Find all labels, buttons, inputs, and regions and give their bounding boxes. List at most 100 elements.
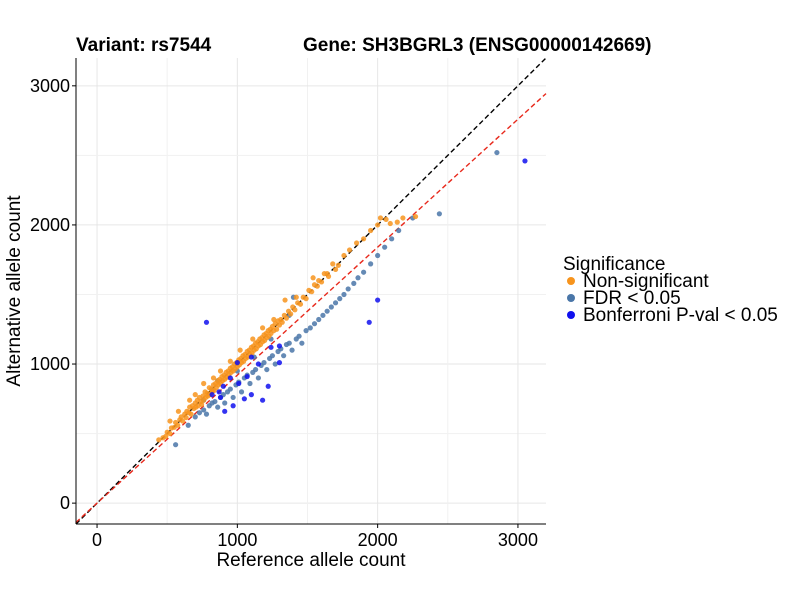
x-tick-label: 2000	[358, 530, 398, 550]
data-point	[227, 358, 233, 364]
data-point	[259, 325, 266, 331]
data-point	[248, 392, 254, 398]
chart-titles: Variant: rs7544 Gene: SH3BGRL3 (ENSG0000…	[76, 35, 652, 56]
data-point	[337, 296, 343, 302]
data-point	[209, 392, 215, 398]
data-point	[236, 380, 242, 387]
data-point	[234, 360, 240, 366]
data-point	[382, 244, 388, 250]
data-point	[230, 403, 236, 409]
data-point	[187, 397, 193, 403]
data-point	[210, 375, 217, 381]
data-point	[203, 319, 210, 325]
data-point	[212, 398, 218, 405]
data-point	[375, 222, 381, 228]
legend-title: Significance	[563, 254, 665, 275]
data-point	[314, 283, 320, 289]
data-point	[201, 407, 207, 413]
data-point	[368, 261, 374, 267]
data-points	[156, 149, 528, 448]
data-point	[201, 380, 207, 387]
data-point	[355, 275, 361, 281]
data-point	[361, 236, 367, 242]
grid-lines	[76, 58, 546, 524]
axes	[75, 58, 546, 525]
data-point	[303, 296, 309, 302]
data-point	[332, 266, 339, 273]
data-point	[271, 316, 277, 323]
data-point	[274, 326, 280, 332]
data-point	[335, 262, 341, 268]
data-point	[288, 311, 294, 317]
data-point	[292, 307, 298, 313]
y-tick-label: 3000	[30, 76, 70, 96]
legend-key-dot	[567, 311, 575, 319]
data-point	[377, 215, 384, 221]
data-point	[341, 291, 347, 298]
data-point	[316, 316, 322, 323]
y-axis-ticks: 0 1000 2000 3000	[30, 76, 76, 513]
data-point	[387, 220, 393, 227]
data-point	[394, 219, 400, 225]
x-tick-label: 0	[92, 530, 102, 550]
data-point	[167, 418, 173, 424]
data-point	[396, 227, 402, 234]
data-point	[241, 396, 247, 402]
data-point	[269, 353, 276, 359]
data-point	[222, 400, 228, 406]
data-point	[175, 408, 182, 414]
data-point	[311, 321, 318, 327]
data-point	[163, 433, 169, 439]
data-point	[175, 422, 181, 428]
data-point	[303, 328, 309, 334]
data-point	[412, 213, 419, 220]
y-tick-label: 0	[60, 493, 70, 513]
data-point	[220, 383, 226, 389]
data-point	[366, 319, 372, 325]
data-point	[178, 414, 184, 420]
legend-key-dot	[567, 277, 575, 285]
data-point	[252, 366, 259, 373]
data-point	[375, 252, 381, 259]
data-point	[192, 414, 198, 420]
data-point	[383, 216, 389, 222]
data-point	[203, 411, 210, 417]
data-point	[345, 286, 351, 292]
data-point	[400, 215, 406, 221]
data-point	[341, 252, 347, 259]
data-point	[309, 289, 315, 295]
legend-key-dot	[567, 294, 575, 302]
data-point	[436, 211, 442, 217]
data-point	[180, 418, 186, 424]
x-axis-title: Reference allele count	[216, 550, 406, 571]
data-point	[196, 410, 203, 416]
data-point	[282, 297, 288, 303]
x-tick-label: 3000	[498, 530, 538, 550]
data-point	[276, 343, 283, 349]
data-point	[261, 360, 267, 366]
x-tick-label: 1000	[217, 530, 257, 550]
data-point	[297, 301, 304, 307]
data-point	[265, 383, 271, 389]
data-point	[173, 442, 179, 448]
data-point	[198, 401, 205, 407]
data-point	[316, 277, 322, 284]
data-point	[289, 347, 295, 353]
data-point	[227, 375, 233, 381]
data-point	[328, 304, 334, 310]
data-point	[281, 353, 287, 359]
data-point	[215, 404, 221, 410]
data-point	[296, 333, 302, 339]
data-point	[286, 340, 292, 346]
y-tick-label: 2000	[30, 215, 70, 235]
data-point	[299, 340, 305, 346]
data-point	[217, 368, 224, 374]
data-point	[255, 375, 261, 381]
data-point	[167, 430, 173, 437]
data-point	[268, 344, 274, 350]
fit-reference-line	[75, 93, 547, 523]
data-point	[264, 366, 270, 373]
data-point	[255, 361, 261, 367]
